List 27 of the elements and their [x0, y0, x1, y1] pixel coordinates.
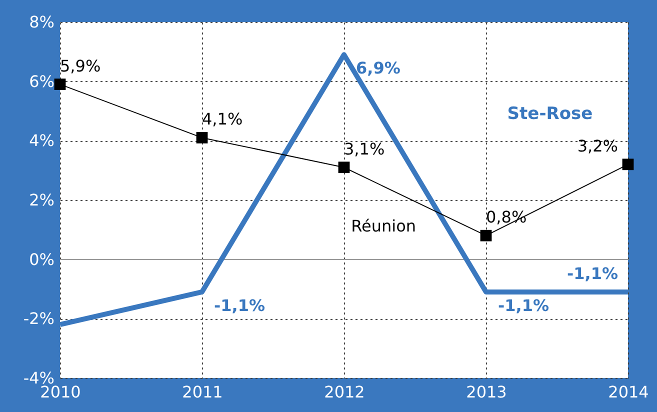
data-label: -1,1% [566, 264, 618, 283]
text: Ste-Rose [507, 104, 593, 124]
y-tick-label: 6% [29, 72, 54, 91]
point [622, 158, 634, 170]
data-label: 0,8% [486, 208, 527, 227]
data-label: 6,9% [356, 58, 400, 78]
y-tick-label: -2% [23, 309, 54, 328]
y-tick-label: 8% [29, 12, 54, 32]
data-label: 3,2% [577, 136, 618, 156]
point [196, 132, 208, 144]
y-tick-label: 4% [29, 131, 54, 150]
data-label: 5,9% [60, 56, 101, 76]
point [480, 230, 492, 242]
x-tick-label: 2010 [40, 382, 81, 402]
y-tick-label: 2% [29, 190, 54, 210]
data-label: 4,1% [202, 110, 243, 129]
series-label: Réunion [351, 216, 416, 236]
x-tick-label: 2014 [608, 382, 649, 402]
data-label: -1,1% [214, 296, 266, 315]
x-tick-label: 2013 [466, 382, 507, 402]
y-tick-label: 0% [29, 250, 54, 269]
x-tick-label: 2011 [182, 382, 223, 402]
data-label: -1,1% [498, 296, 550, 315]
point [338, 162, 350, 174]
x-tick-label: 2012 [324, 382, 365, 402]
point [54, 78, 66, 90]
data-label: 3,1% [344, 139, 385, 158]
